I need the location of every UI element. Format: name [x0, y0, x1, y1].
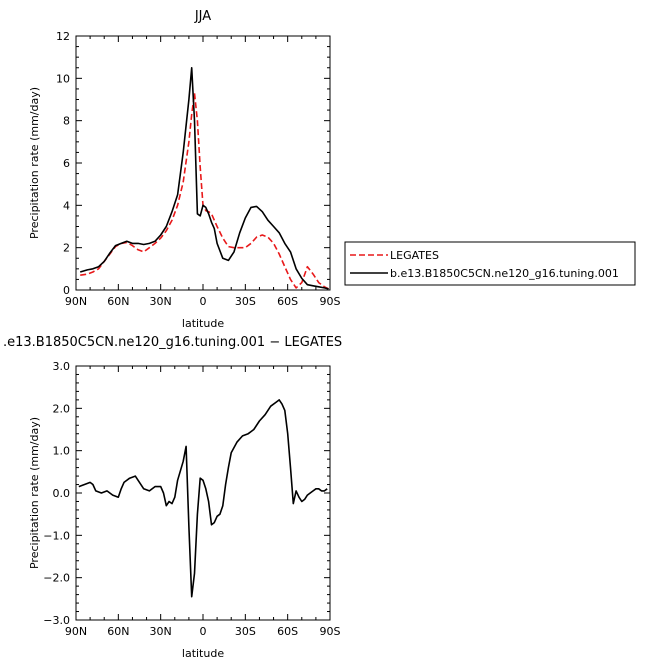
legend: LEGATES b.e13.B1850C5CN.ne120_g16.tuning.… — [344, 241, 636, 286]
legend-label: b.e13.B1850C5CN.ne120_g16.tuning.001 — [390, 267, 619, 280]
y-tick-label: 0.0 — [53, 487, 71, 500]
x-tick-label: 90N — [65, 625, 87, 638]
x-tick-label: 60N — [107, 295, 129, 308]
series-line-difference — [78, 399, 328, 598]
y-tick-label: −3.0 — [43, 614, 70, 627]
legend-box — [344, 241, 636, 286]
x-axis-label: latitude — [182, 647, 224, 660]
x-tick-label: 90S — [320, 295, 341, 308]
x-tick-label: 30S — [235, 295, 256, 308]
plot-1-title: JJA — [194, 9, 211, 24]
x-tick-label: 60N — [107, 625, 129, 638]
y-axis-label: Precipitation rate (mm/day) — [28, 87, 41, 239]
x-tick-label: 60S — [277, 295, 298, 308]
x-tick-label: 60S — [277, 625, 298, 638]
x-tick-label: 30N — [150, 295, 172, 308]
y-axis-label: Precipitation rate (mm/day) — [28, 417, 41, 569]
x-tick-label: 90N — [65, 295, 87, 308]
y-tick-label: 3.0 — [53, 360, 71, 373]
y-tick-label: 2.0 — [53, 402, 71, 415]
y-tick-label: 12 — [56, 30, 70, 43]
plot-1-frame — [75, 35, 331, 291]
x-tick-label: 30N — [150, 625, 172, 638]
y-tick-label: 1.0 — [53, 445, 71, 458]
y-tick-label: −2.0 — [43, 572, 70, 585]
series-line-legates — [80, 92, 329, 290]
plot-2-title: .e13.B1850C5CN.ne120_g16.tuning.001 − LE… — [3, 335, 342, 350]
y-tick-label: 4 — [63, 199, 70, 212]
legend-label: LEGATES — [390, 249, 439, 262]
y-tick-label: 8 — [63, 115, 70, 128]
y-tick-label: 10 — [56, 72, 70, 85]
x-axis-label: latitude — [182, 317, 224, 330]
x-tick-label: 30S — [235, 625, 256, 638]
series-line-b-e13-b1850c5cn-ne120-g16-tuning-001 — [79, 67, 329, 290]
x-tick-label: 0 — [200, 295, 207, 308]
x-tick-label: 0 — [200, 625, 207, 638]
y-tick-label: 2 — [63, 242, 70, 255]
y-tick-label: 0 — [63, 284, 70, 297]
y-tick-label: −1.0 — [43, 529, 70, 542]
x-tick-label: 90S — [320, 625, 341, 638]
y-tick-label: 6 — [63, 157, 70, 170]
